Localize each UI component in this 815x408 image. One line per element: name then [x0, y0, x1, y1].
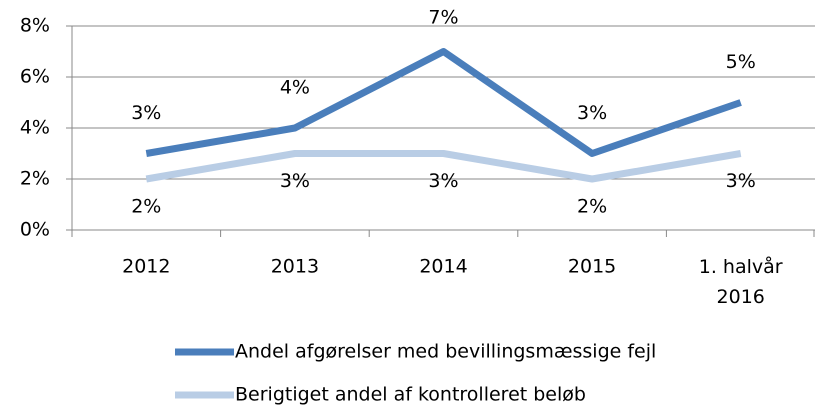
x-tick-label: 2015: [568, 256, 616, 278]
line-series: [145, 150, 742, 183]
legend-label: Andel afgørelser med bevillingsmæssige f…: [235, 341, 656, 363]
x-tick-label: 2014: [419, 256, 467, 278]
data-label: 3%: [726, 170, 756, 192]
y-tick-label: 4%: [20, 117, 50, 139]
data-label: 3%: [428, 170, 458, 192]
y-tick-label: 0%: [20, 219, 50, 241]
data-label: 3%: [577, 102, 607, 124]
data-label: 3%: [280, 170, 310, 192]
data-label: 5%: [726, 51, 756, 73]
x-tick-label: 2013: [271, 256, 319, 278]
line-series: [145, 48, 742, 157]
data-label: 2%: [577, 196, 607, 218]
y-tick-label: 6%: [20, 66, 50, 88]
x-tick-label: 2012: [122, 256, 170, 278]
y-tick-label: 8%: [20, 15, 50, 37]
data-label: 3%: [131, 102, 161, 124]
data-label: 4%: [280, 77, 310, 99]
legend-label: Berigtiget andel af kontrolleret beløb: [235, 384, 586, 406]
x-tick-label: 1. halvår 2016: [699, 255, 783, 308]
data-label: 7%: [428, 7, 458, 29]
y-tick-label: 2%: [20, 168, 50, 190]
data-label: 2%: [131, 196, 161, 218]
